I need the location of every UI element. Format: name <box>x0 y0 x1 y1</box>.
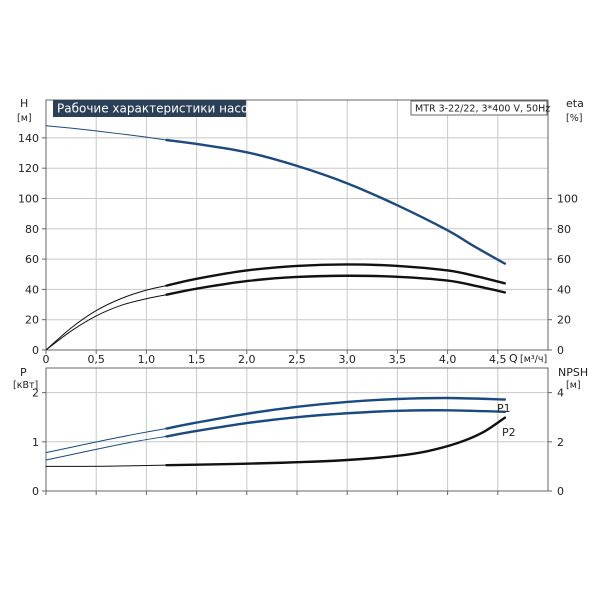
y-left-tick-label: 100 <box>18 192 39 205</box>
y-right-tick-label: 80 <box>557 223 571 236</box>
y-left-tick-label: 2 <box>32 387 39 400</box>
y-right-tick-label: 40 <box>557 283 571 296</box>
y-right-tick-label: 2 <box>557 436 564 449</box>
y-right-axis-name-NPSH: NPSH <box>558 366 588 379</box>
series-line-eta-upper-extended <box>45 285 167 351</box>
pump-model-label: MTR 3-22/22, 3*400 V, 50Hz <box>415 104 550 115</box>
y-right-tick-label: 60 <box>557 253 571 266</box>
y-right-axis-name-eta: eta <box>566 97 584 110</box>
x-tick-label: 0,5 <box>87 353 105 366</box>
x-tick-label: 4,0 <box>439 353 457 366</box>
upper-panel: 0 20 40 60 80 100 120 140 0 20 40 60 80 100 0 0,5 1,0 1,5… <box>17 97 584 366</box>
y-left-tick-label: 60 <box>25 253 39 266</box>
upper-curves <box>45 125 507 351</box>
lower-panel: 0 1 2 0 2 4 P [кВт] NPSH [м] P1 P2 <box>13 366 588 498</box>
x-tick-label: 4,5 <box>489 353 507 366</box>
x-axis-name-Q: Q <box>509 352 518 365</box>
series-line-NPSH-extended <box>45 464 167 467</box>
series-line-NPSH <box>165 416 507 467</box>
x-tick-label: 1,0 <box>138 353 156 366</box>
y-right-tick-label: 20 <box>557 314 571 327</box>
series-line-P2 <box>165 409 507 438</box>
y-left-tick-label: 140 <box>18 132 39 145</box>
y-right-axis-unit-eta: [%] <box>566 113 582 124</box>
x-tick-label: 2,0 <box>238 353 256 366</box>
y-left-tick-label: 0 <box>32 485 39 498</box>
chart-title-box <box>53 100 246 117</box>
y-left-tick-label: 40 <box>25 283 39 296</box>
y-left-tick-label: 20 <box>25 314 39 327</box>
y-left-axis-unit-P: [кВт] <box>13 380 38 391</box>
series-line-H-extended <box>45 125 167 141</box>
series-line-P2-extended <box>45 435 167 461</box>
x-tick-label: 2,5 <box>288 353 306 366</box>
y-right-tick-label: 4 <box>557 387 564 400</box>
series-line-H <box>165 138 507 265</box>
series-line-eta-upper <box>165 263 507 287</box>
y-left-axis-unit-H: [м] <box>17 113 32 124</box>
chart-title: Рабочие характеристики насоса <box>57 102 262 116</box>
x-axis-unit-Q: [м³/ч] <box>520 354 547 365</box>
x-tick-label: 3,5 <box>389 353 407 366</box>
series-line-eta-extended <box>45 294 167 351</box>
upper-grid <box>45 100 548 350</box>
y-left-tick-label: 80 <box>25 223 39 236</box>
series-label-P1: P1 <box>497 402 511 415</box>
y-right-tick-label: 100 <box>557 192 578 205</box>
y-right-tick-label: 0 <box>557 485 564 498</box>
upper-ticks: 0 20 40 60 80 100 120 140 0 20 40 60 80 100 0 0,5 1,0 1,5… <box>18 132 578 366</box>
y-left-tick-label: 1 <box>32 436 39 449</box>
x-tick-label: 3,0 <box>338 353 356 366</box>
lower-curves <box>45 396 507 467</box>
series-line-eta <box>165 274 507 296</box>
y-left-axis-name-P: P <box>20 366 27 379</box>
x-tick-label: 0 <box>43 353 50 366</box>
lower-ticks: 0 1 2 0 2 4 <box>32 387 564 498</box>
y-left-tick-label: 0 <box>32 344 39 357</box>
series-line-P1 <box>165 396 507 430</box>
y-right-tick-label: 0 <box>557 344 564 357</box>
series-label-P2: P2 <box>502 426 516 439</box>
y-left-tick-label: 120 <box>18 162 39 175</box>
y-left-axis-name-H: H <box>20 97 28 110</box>
x-tick-label: 1,5 <box>188 353 206 366</box>
series-line-P1-extended <box>45 428 167 454</box>
pump-model-box <box>410 100 548 116</box>
y-right-axis-unit-NPSH: [м] <box>566 380 581 391</box>
